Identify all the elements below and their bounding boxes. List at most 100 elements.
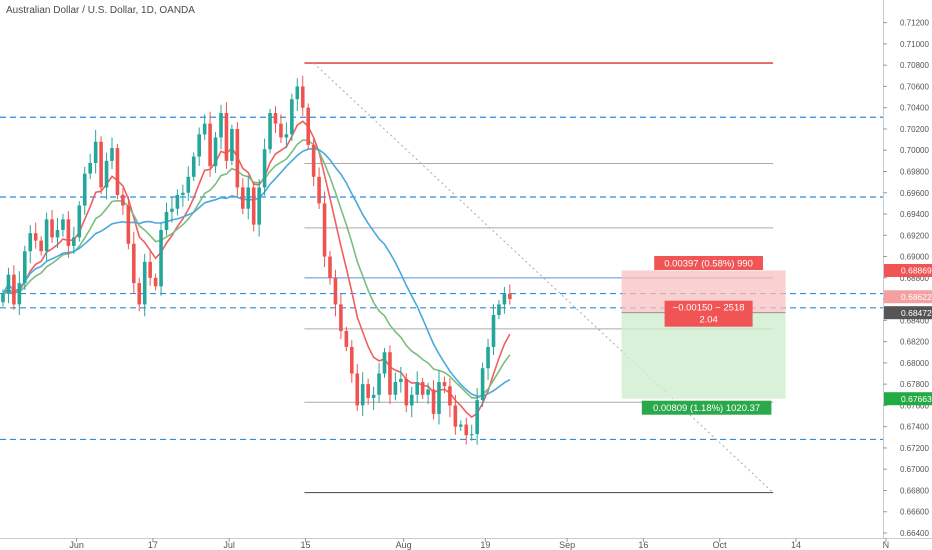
candle-body (170, 208, 174, 212)
candle-body (202, 123, 207, 135)
time-tick-label: N (883, 540, 890, 550)
candle-body (464, 424, 469, 436)
candle-body (306, 107, 310, 145)
time-axis: Jun 17 Jul 15 Aug 19 Sep 16 Oct 14 N (69, 538, 889, 550)
candle-body (317, 176, 321, 204)
candle-body (99, 141, 103, 188)
candle-body (448, 386, 452, 406)
candle-body (420, 382, 425, 395)
candle-body (72, 237, 76, 246)
candle-body (333, 277, 338, 305)
mid-label-bg (664, 300, 753, 327)
chart-title: Australian Dollar / U.S. Dollar, 1D, OAN… (6, 5, 195, 16)
candle-body (388, 352, 392, 395)
candle-body (246, 187, 251, 209)
candle-body (82, 173, 87, 206)
candle-body (322, 203, 327, 257)
candle-body (142, 261, 147, 305)
price-tick-label: 0.70600 (900, 82, 929, 91)
price-badge-bg (884, 263, 932, 277)
candle-body (235, 128, 240, 188)
candle-body (393, 382, 398, 395)
candle-body (431, 389, 436, 414)
price-tick-label: 0.68200 (900, 338, 929, 347)
candle-body (88, 162, 92, 174)
candle-body (497, 304, 501, 316)
price-tick-label: 0.69200 (900, 231, 929, 240)
target-zone (621, 312, 786, 399)
candles (1, 75, 512, 445)
candle-body (153, 277, 158, 287)
candle-body (66, 219, 71, 246)
candle-body (224, 113, 229, 161)
candle-body (284, 134, 289, 138)
candle-body (371, 394, 376, 398)
candle-body (377, 373, 381, 395)
time-tick-label: 15 (300, 540, 310, 550)
candle-body (426, 389, 430, 395)
ma-fast-line (2, 120, 511, 419)
price-badge-bg (884, 392, 932, 406)
price-tick-label: 0.69400 (900, 210, 929, 219)
candle-body (442, 382, 447, 387)
price-tick-label: 0.70800 (900, 61, 929, 70)
price-tick-label: 0.70400 (900, 104, 929, 113)
candle-body (181, 192, 185, 195)
time-tick-label: 17 (148, 540, 158, 550)
candle-body (339, 304, 343, 331)
candle-body (459, 424, 463, 427)
candle-body (251, 187, 256, 225)
ma-mid-line (2, 139, 511, 399)
candle-body (355, 373, 360, 406)
candle-body (33, 233, 38, 241)
candle-body (350, 346, 354, 374)
position-zones[interactable] (621, 270, 786, 399)
candle-body (415, 382, 419, 395)
price-badge-label: 0.68622 (901, 292, 932, 302)
time-tick-label: Jul (223, 540, 235, 550)
candle-body (399, 378, 403, 383)
price-tick-label: 0.68800 (900, 274, 929, 283)
price-tick-label: 0.70000 (900, 146, 929, 155)
time-tick-label: Oct (713, 540, 728, 550)
candle-body (213, 137, 218, 167)
candle-body (437, 382, 441, 414)
price-badge-label: 0.68869 (901, 266, 932, 276)
candle-body (61, 219, 65, 230)
candle-body (219, 113, 223, 138)
risk-label: −0.00150 − 2518 (673, 303, 745, 314)
price-tick-label: 0.67800 (900, 380, 929, 389)
candle-body (6, 274, 11, 294)
stop-label: 0.00397 (0.58%) 990 (664, 258, 753, 269)
candle-body (230, 128, 234, 161)
candle-body (290, 99, 294, 135)
candle-body (502, 293, 507, 305)
candle-body (508, 293, 512, 300)
candle-body (186, 176, 191, 193)
price-badge-label: 0.67663 (901, 394, 932, 404)
candle-body (115, 148, 120, 195)
candle-body (148, 261, 152, 278)
candle-body (273, 113, 278, 124)
candle-body (126, 205, 131, 244)
candle-body (17, 283, 22, 305)
candle-body (360, 384, 365, 406)
candle-body (469, 434, 474, 436)
target-label: 0.00809 (1.18%) 1020.37 (653, 403, 760, 414)
candle-body (409, 394, 414, 406)
candle-body (159, 229, 163, 287)
price-badge-bg (884, 290, 932, 304)
candle-body (28, 233, 33, 252)
candle-body (197, 134, 201, 157)
candle-body (262, 149, 267, 188)
time-tick-label: Aug (396, 540, 412, 550)
price-tick-label: 0.67000 (900, 465, 929, 474)
price-tick-label: 0.69000 (900, 253, 929, 262)
time-tick-label: 19 (480, 540, 490, 550)
price-tick-label: 0.66600 (900, 508, 929, 517)
stop-label-bg (654, 255, 763, 270)
candle-body (121, 194, 125, 206)
candle-body (241, 187, 245, 209)
